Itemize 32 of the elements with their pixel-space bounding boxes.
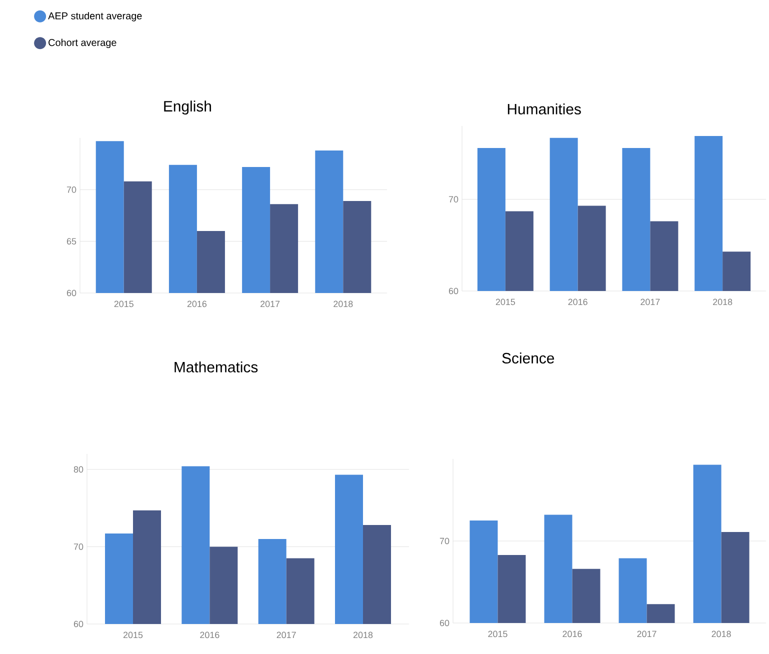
legend-label: AEP student average: [48, 12, 142, 22]
x-tick-label: 2017: [276, 632, 296, 638]
y-tick-label: 80: [74, 466, 84, 473]
x-tick-label: 2017: [640, 298, 660, 306]
x-tick-label: 2015: [488, 630, 508, 638]
x-tick-label: 2015: [496, 298, 516, 306]
x-tick-label: 2016: [562, 630, 582, 638]
x-tick-label: 2016: [187, 300, 207, 308]
x-tick-label: 2016: [568, 298, 588, 306]
chart-title: Humanities: [508, 103, 581, 114]
chart-title: English: [164, 100, 211, 115]
y-tick-label: 70: [74, 544, 84, 550]
y-tick-label: 70: [448, 196, 458, 202]
y-tick-label: 70: [440, 538, 450, 544]
legend-label: Cohort average: [48, 38, 116, 48]
y-tick-label: 60: [74, 620, 84, 628]
x-tick-label: 2017: [637, 630, 656, 638]
x-tick-label: 2015: [114, 300, 134, 308]
x-tick-label: 2017: [260, 300, 280, 308]
chart-title: Mathematics: [174, 361, 258, 372]
x-tick-label: 2018: [353, 632, 373, 638]
y-tick-label: 70: [66, 186, 76, 193]
y-tick-label: 60: [440, 620, 450, 626]
y-tick-label: 60: [448, 288, 458, 294]
x-tick-label: 2015: [123, 632, 143, 638]
x-tick-label: 2018: [713, 298, 732, 306]
y-tick-label: 60: [66, 290, 76, 296]
x-tick-label: 2018: [712, 630, 731, 638]
x-tick-label: 2018: [334, 300, 353, 308]
x-tick-label: 2016: [200, 632, 220, 638]
y-tick-label: 65: [66, 238, 76, 245]
chart-title: Science: [502, 352, 554, 364]
